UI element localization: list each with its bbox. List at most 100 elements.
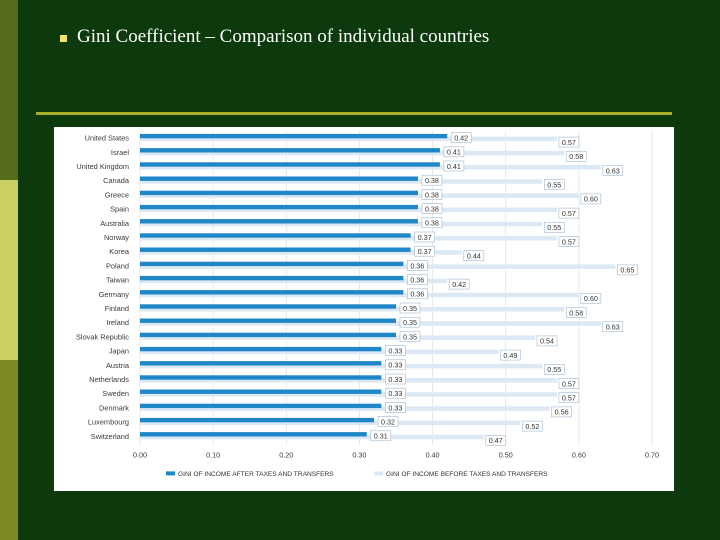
category-label: Korea [109, 247, 130, 256]
value-label-box-before [602, 321, 624, 332]
bar-before [140, 221, 543, 227]
value-label-box-after [421, 174, 443, 186]
x-tick-label: 0.30 [352, 450, 366, 459]
bar-after [140, 304, 396, 309]
value-label-before: 0.65 [620, 266, 634, 275]
bar-after [140, 261, 404, 267]
value-label-box-before [485, 434, 507, 446]
category-label: Japan [109, 347, 129, 356]
bar-after [140, 162, 440, 167]
bar-before [140, 434, 484, 440]
value-label-before: 0.57 [562, 237, 576, 246]
value-label-box-before [558, 236, 580, 247]
legend-swatch-after [166, 471, 175, 476]
bar-before [140, 136, 557, 142]
value-label-after: 0.36 [410, 290, 424, 299]
value-label-before: 0.60 [584, 294, 598, 303]
value-label-before: 0.49 [503, 351, 517, 360]
value-label-before: 0.47 [489, 436, 503, 445]
value-label-before: 0.63 [606, 166, 620, 175]
series-before-bars [140, 136, 616, 440]
value-label-before: 0.55 [547, 223, 561, 232]
category-label: Norway [104, 233, 129, 242]
square-bullet-icon [60, 34, 67, 42]
legend-label-before: GINI OF INCOME BEFORE TAXES AND TRANSFER… [386, 471, 548, 478]
bar-after [140, 148, 440, 153]
chart-panel: United States Israel United Kingdom Canada G… [54, 127, 674, 491]
legend-swatch-before [374, 471, 383, 476]
value-label-after: 0.38 [425, 205, 439, 214]
bar-after [140, 247, 411, 252]
value-label-box-after [407, 288, 428, 300]
value-label-before: 0.57 [562, 209, 576, 218]
value-label-box-after [399, 302, 421, 314]
value-label-box-before [558, 392, 580, 404]
bar-after [140, 432, 367, 437]
bar-before [140, 292, 579, 298]
value-label-box-before [580, 293, 602, 304]
value-label-after: 0.36 [410, 261, 424, 270]
value-label-box-after [385, 387, 406, 399]
value-label-after: 0.33 [388, 389, 402, 398]
value-label-box-after [385, 373, 406, 385]
value-label-box-before [558, 136, 580, 148]
value-label-before: 0.56 [555, 408, 569, 417]
x-tick-label: 0.20 [279, 450, 293, 459]
value-label-after: 0.31 [374, 432, 388, 441]
x-tick-label: 0.70 [645, 450, 659, 459]
category-label: Israel [111, 148, 129, 157]
category-label: United Kingdom [76, 162, 129, 171]
x-tick-label: 0.10 [206, 450, 220, 459]
bar-after [140, 389, 382, 394]
bar-after [140, 275, 404, 281]
value-label-box-after [421, 203, 443, 214]
value-label-box-before [463, 250, 485, 261]
value-label-box-after [450, 132, 472, 143]
value-label-before: 0.42 [452, 280, 466, 289]
value-label-box-after [399, 331, 421, 342]
value-label-before: 0.55 [547, 365, 561, 374]
value-label-before: 0.57 [562, 394, 576, 403]
bar-before [140, 179, 543, 184]
value-label-after: 0.33 [388, 403, 402, 412]
bar-before [140, 392, 557, 397]
value-label-after: 0.38 [425, 176, 439, 185]
category-label: Slovak Republic [76, 332, 129, 341]
category-label: Luxembourg [88, 418, 129, 427]
value-label-box-before [448, 278, 470, 290]
bar-before [140, 165, 601, 170]
slide-title-row: Gini Coefficient – Comparison of individ… [60, 26, 489, 48]
value-label-after: 0.38 [425, 219, 439, 228]
value-label-box-before [558, 207, 580, 219]
gini-bar-chart: United States Israel United Kingdom Canada G… [76, 131, 659, 478]
value-label-box-after [421, 189, 443, 200]
value-label-after: 0.36 [410, 276, 424, 285]
value-label-before: 0.57 [562, 379, 576, 388]
x-tick-labels: 0.00 0.10 0.20 0.30 0.40 0.50 0.60 0.70 [133, 450, 659, 459]
category-label: Taiwan [106, 276, 129, 285]
value-label-box-after [385, 359, 406, 371]
value-label-before: 0.58 [569, 152, 583, 161]
legend-label-after: GINI OF INCOME AFTER TAXES AND TRANSFERS [178, 471, 334, 478]
bar-after [140, 318, 396, 323]
bar-before [140, 307, 565, 312]
value-label-before: 0.52 [525, 422, 539, 431]
value-label-box-before [543, 179, 565, 191]
bar-after [140, 346, 382, 352]
value-label-before: 0.44 [467, 252, 481, 261]
category-label: Canada [103, 176, 130, 185]
value-label-after: 0.32 [381, 418, 395, 427]
value-label-box-before [551, 406, 572, 418]
value-label-after: 0.33 [388, 361, 402, 370]
bar-after [140, 332, 396, 338]
bar-before [140, 193, 579, 198]
bar-before [140, 278, 448, 284]
x-tick-label: 0.40 [426, 450, 440, 459]
value-label-box-after [414, 231, 435, 243]
value-label-after: 0.41 [447, 162, 461, 171]
value-label-box-after [385, 345, 406, 356]
bar-before [140, 363, 543, 369]
value-label-box-before [543, 222, 565, 233]
series-after-bars [140, 133, 448, 437]
value-label-box-before [558, 378, 580, 389]
